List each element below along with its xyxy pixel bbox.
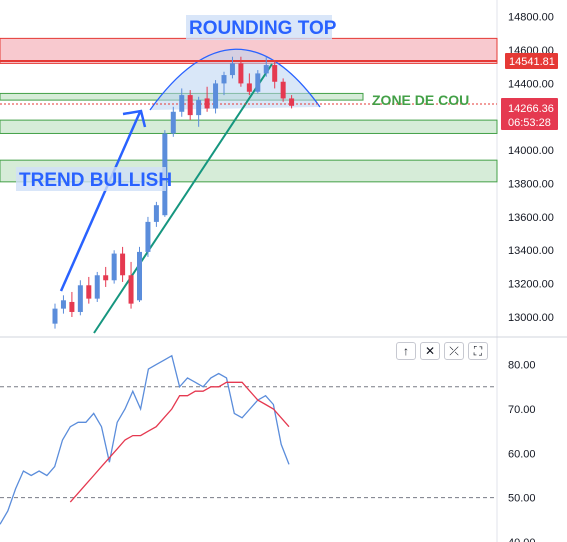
zone-de-cou-label: ZONE DE COU (372, 92, 469, 108)
trend-arrow-head (122, 109, 147, 128)
candle-body-15 (179, 95, 185, 112)
price-tick-2: 14400.00 (508, 78, 554, 90)
candle-body-12 (153, 205, 159, 222)
candle-body-8 (120, 253, 126, 276)
oscillator-lines (0, 354, 290, 525)
candle-body-5 (94, 275, 100, 299)
arrow-up-icon[interactable]: ↑ (396, 342, 416, 360)
candle-body-0 (52, 308, 58, 324)
current-price-tag (501, 98, 558, 130)
candle-body-18 (204, 98, 210, 109)
candle-body-19 (213, 83, 219, 109)
oscillator-levels (0, 386, 497, 499)
candle-body-6 (103, 275, 109, 281)
current-price-label: 14266.36 (508, 103, 554, 115)
candle-body-22 (238, 63, 244, 84)
osc-series-0 (0, 354, 290, 525)
candle-body-14 (170, 111, 176, 134)
price-tick-0: 14800.00 (508, 12, 554, 24)
candle-body-16 (187, 95, 193, 116)
osc-tick-3: 50.00 (508, 493, 536, 505)
candle-body-24 (255, 73, 261, 92)
candle-body-11 (145, 221, 151, 252)
candle-body-23 (246, 83, 252, 92)
trend-bullish-label: TREND BULLISH (19, 170, 172, 191)
price-tick-8: 13200.00 (508, 279, 554, 291)
price-tick-7: 13400.00 (508, 245, 554, 257)
candle-body-10 (137, 251, 142, 301)
trend-arrow-shaft (59, 111, 142, 292)
price-tick-6: 13600.00 (508, 212, 554, 224)
support-trendline (93, 63, 273, 334)
oscillator-axis: 80.00 70.00 60.00 50.00 40.00 (508, 360, 536, 542)
resistance-tag (505, 53, 558, 69)
maximize-icon[interactable]: ⛶ (468, 342, 488, 360)
osc-tick-1: 70.00 (508, 404, 536, 416)
candle-body-2 (69, 301, 75, 312)
osc-series-1 (69, 381, 290, 503)
rounding-top-bg (186, 15, 332, 40)
candle-body-28 (289, 98, 295, 106)
zone-2 (0, 119, 498, 134)
osc-tick-0: 80.00 (508, 360, 536, 372)
osc-tick-4: 40.00 (508, 537, 536, 542)
candle-body-25 (263, 65, 269, 74)
close-icon[interactable]: ✕ (420, 342, 440, 360)
rounding-top-label: ROUNDING TOP (189, 18, 337, 39)
candle-body-27 (280, 81, 286, 99)
candle-body-20 (221, 75, 227, 84)
candle-body-1 (60, 300, 66, 309)
osc-tick-2: 60.00 (508, 448, 536, 460)
price-tick-4: 14000.00 (508, 145, 554, 157)
candle-body-7 (111, 253, 117, 281)
pane-toolbar: ↑ ✕ ⤫ ⛶ (396, 342, 488, 360)
countdown-label: 06:53:28 (508, 117, 551, 129)
candle-body-3 (77, 285, 83, 312)
candle-body-26 (272, 65, 278, 82)
price-tick-5: 13800.00 (508, 179, 554, 191)
resistance-tag-label: 14541.81 (509, 56, 555, 68)
price-tick-9: 13000.00 (508, 312, 554, 324)
collapse-icon[interactable]: ⤫ (444, 342, 464, 360)
candle-body-9 (128, 275, 134, 304)
trend-bullish-bg (16, 167, 166, 191)
rounding-top-arc (149, 48, 321, 111)
candle-body-17 (196, 100, 202, 116)
candle-body-4 (86, 285, 92, 299)
candle-body-21 (229, 63, 235, 76)
